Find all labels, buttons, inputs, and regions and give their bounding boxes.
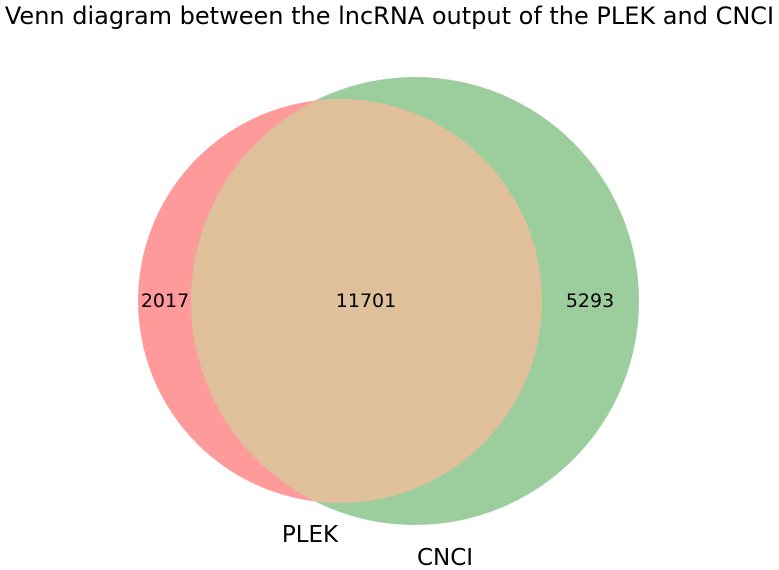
plek-set-label: PLEK bbox=[282, 522, 339, 548]
overlap-count: 11701 bbox=[336, 290, 396, 312]
cnci-set-label: CNCI bbox=[417, 545, 473, 570]
cnci-only-count: 5293 bbox=[566, 290, 614, 312]
diagram-title: Venn diagram between the lncRNA output o… bbox=[4, 2, 775, 30]
plek-only-count: 2017 bbox=[141, 290, 189, 312]
